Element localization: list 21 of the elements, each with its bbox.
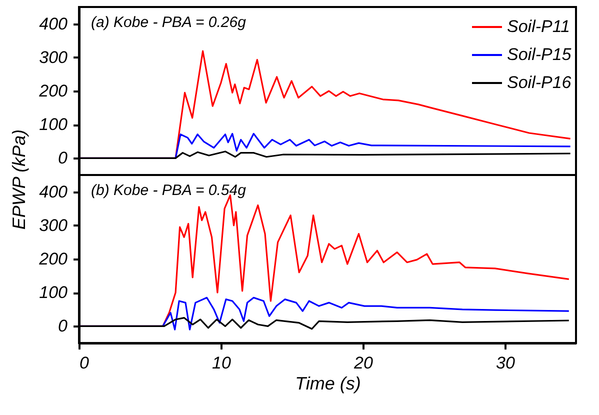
y-tick-label: 100 [39, 115, 68, 134]
y-tick-label: 200 [38, 250, 68, 268]
legend-label: Soil-P11 [507, 17, 570, 36]
annotation: (a) Kobe - PBA = 0.26g [91, 14, 247, 31]
legend-label: Soil-P16 [507, 73, 572, 92]
y-tick-label: 300 [39, 48, 68, 67]
x-tick-label: 0 [80, 354, 90, 372]
y-tick-label: 0 [58, 316, 68, 336]
y-axis-title: EPWP (kPa) [9, 129, 30, 230]
annotation: (b) Kobe - PBA = 0.54g [91, 182, 247, 199]
y-tick-label: 0 [58, 148, 68, 168]
y-tick-label: 100 [39, 283, 68, 302]
x-tick-label: 30 [496, 354, 516, 372]
y-tick-label: 300 [39, 216, 68, 235]
y-tick-label: 200 [38, 82, 68, 100]
x-tick-label: 20 [353, 354, 374, 372]
y-tick-label: 400 [39, 14, 68, 34]
x-axis-title: Time (s) [295, 374, 361, 394]
y-tick-label: 400 [39, 182, 68, 202]
legend-label: Soil-P15 [507, 45, 572, 64]
x-tick-label: 10 [212, 354, 232, 372]
